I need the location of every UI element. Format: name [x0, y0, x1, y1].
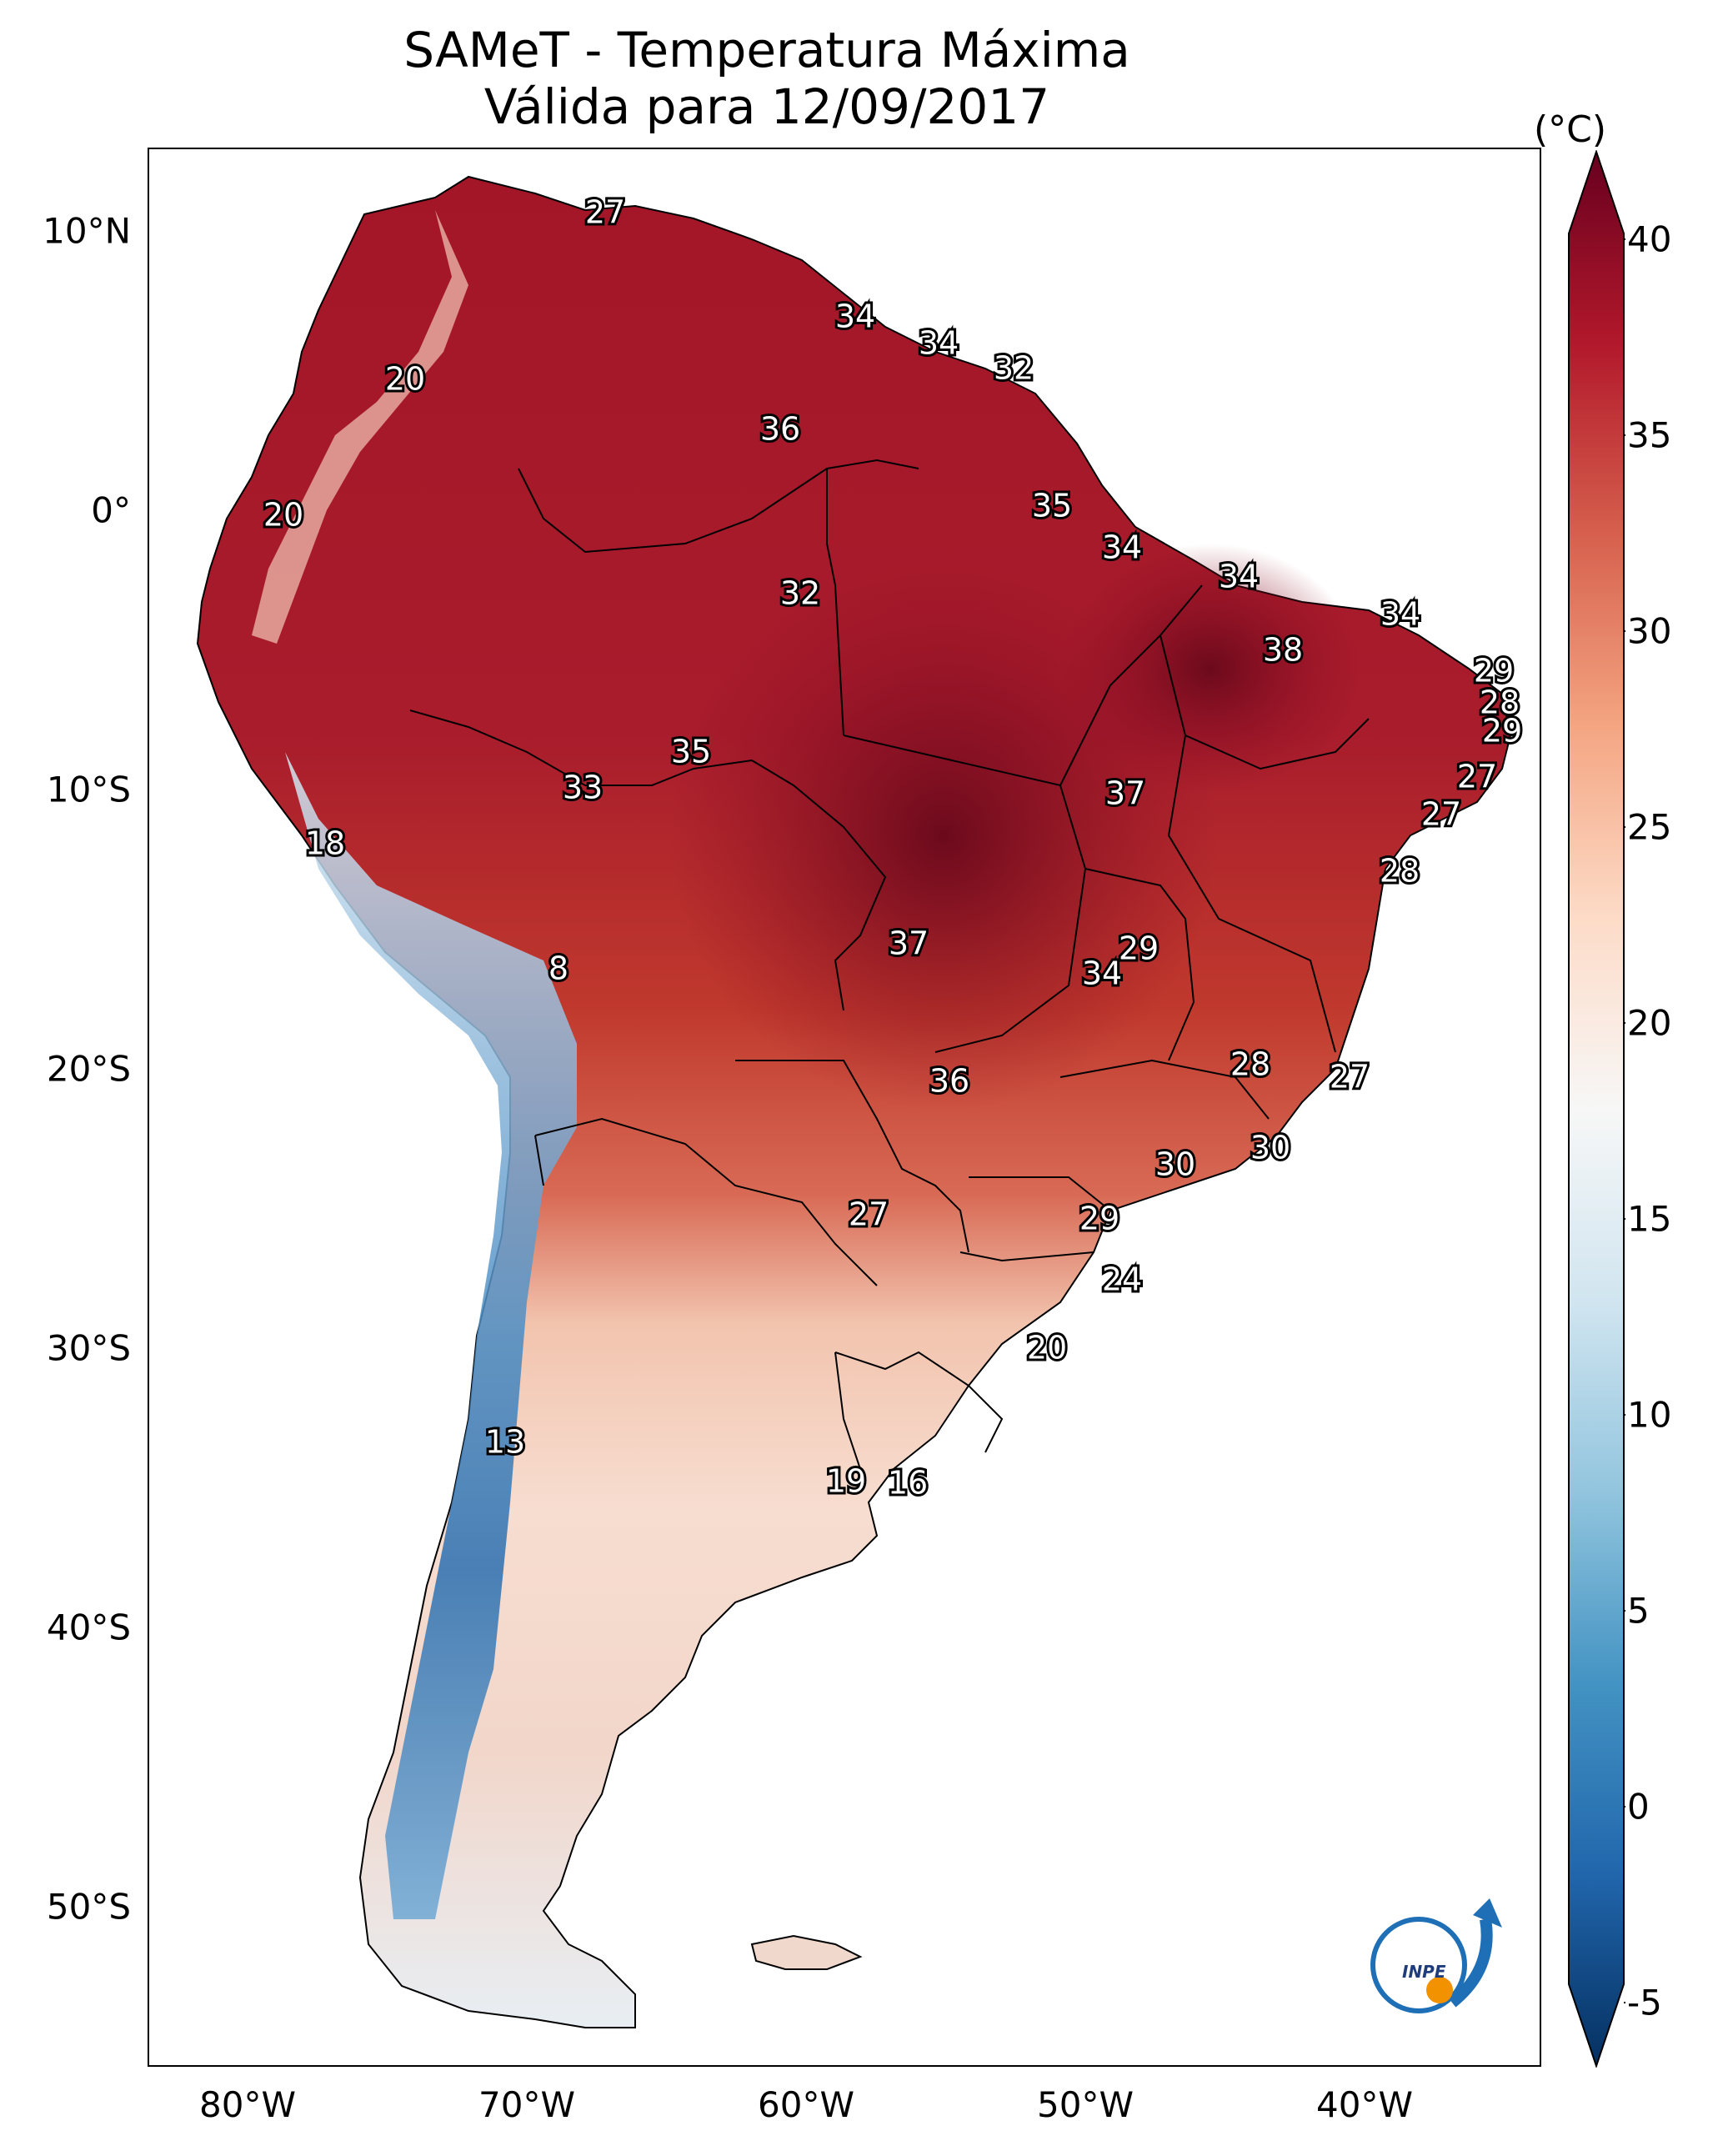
country-borders	[409, 459, 1370, 1470]
temp-label: 34	[835, 298, 875, 335]
temp-label: 35	[671, 734, 711, 770]
temp-label: 35	[1032, 488, 1072, 524]
temp-label: 34	[1082, 955, 1122, 992]
colorbar-tick-20: 20	[1627, 1002, 1672, 1044]
temp-label: 28	[1230, 1046, 1270, 1083]
temp-label: 34	[1380, 596, 1420, 633]
colorbar-tick-0: 0	[1627, 1786, 1650, 1828]
northeast-hot-region	[1060, 544, 1360, 794]
map-area: 27 20 34 34 32 36 20 35 34 32 34 34 38 2…	[148, 148, 1541, 2067]
temp-label: 20	[385, 361, 425, 398]
south-america-landmass	[196, 175, 1512, 2028]
falkland-islands	[750, 1934, 863, 1970]
temp-label: 34	[1102, 529, 1142, 566]
lon-label-70w: 70°W	[478, 2084, 575, 2125]
temp-label: 30	[1155, 1146, 1195, 1183]
colorbar-tick-minus5: -5	[1627, 1982, 1662, 2023]
temp-label: 36	[760, 411, 800, 448]
temp-label: 36	[929, 1063, 969, 1100]
colorbar-tick-5: 5	[1627, 1590, 1650, 1632]
lon-label-40w: 40°W	[1316, 2084, 1413, 2125]
colorbar	[1568, 150, 1625, 2068]
temp-label: 29	[1119, 930, 1159, 967]
temp-label: 20	[263, 497, 303, 534]
map-title: SAMeT - Temperatura Máxima	[403, 22, 1130, 78]
temp-label: 29	[1482, 713, 1522, 750]
lat-label-30s: 30°S	[46, 1327, 131, 1369]
map-subtitle: Válida para 12/09/2017	[483, 78, 1050, 135]
lat-label-0: 0°	[91, 489, 131, 531]
colorbar-tick-25: 25	[1627, 806, 1672, 848]
temp-label: 32	[780, 575, 820, 612]
lat-label-20s: 20°S	[46, 1048, 131, 1090]
temp-label: 29	[1474, 653, 1514, 689]
temp-label: 27	[1421, 796, 1461, 833]
temp-label: 28	[1480, 684, 1520, 721]
lon-label-80w: 80°W	[199, 2084, 296, 2125]
temp-label: 13	[485, 1424, 525, 1461]
colorbar-tick-30: 30	[1627, 610, 1672, 652]
inpe-logo: INPE	[1370, 1898, 1502, 2013]
colorbar-tick-40: 40	[1627, 218, 1672, 260]
temp-label: 18	[305, 825, 345, 862]
temp-label: 24	[1102, 1261, 1142, 1298]
lat-label-10n: 10°N	[43, 210, 131, 252]
temp-label: 37	[889, 925, 929, 962]
temp-label: 33	[563, 770, 603, 806]
lat-label-50s: 50°S	[46, 1886, 131, 1928]
temp-label: 8	[548, 950, 568, 987]
temp-label: 27	[585, 194, 625, 231]
temp-label: 19	[826, 1463, 866, 1500]
temp-label: 16	[888, 1465, 928, 1502]
map-svg: 27 20 34 34 32 36 20 35 34 32 34 34 38 2…	[196, 175, 1525, 2028]
temp-label: 34	[919, 325, 959, 362]
colombia-andes-region	[252, 210, 468, 644]
temp-label: 38	[1263, 632, 1303, 669]
colorbar-unit: (°C)	[1534, 108, 1607, 151]
temperature-labels: 27 20 34 34 32 36 20 35 34 32 34 34 38 2…	[261, 192, 1525, 1504]
temp-label: 27	[849, 1196, 889, 1233]
temp-label: 29	[1079, 1201, 1119, 1237]
temp-label: 37	[1105, 775, 1145, 812]
colorbar-fill	[1568, 150, 1625, 2068]
temp-label: 27	[1330, 1059, 1370, 1096]
temp-label: 32	[994, 350, 1034, 387]
colorbar-tick-15: 15	[1627, 1198, 1672, 1240]
temp-label: 20	[1027, 1330, 1067, 1366]
temp-label: 30	[1250, 1130, 1290, 1166]
lon-label-60w: 60°W	[758, 2084, 854, 2125]
colorbar-tick-35: 35	[1627, 414, 1672, 456]
lat-label-10s: 10°S	[46, 769, 131, 810]
temp-label: 27	[1457, 759, 1497, 795]
lon-label-50w: 50°W	[1037, 2084, 1134, 2125]
colorbar-tick-10: 10	[1627, 1394, 1672, 1436]
andes-cold-region	[285, 752, 577, 1919]
temp-label: 34	[1219, 559, 1259, 595]
lat-label-40s: 40°S	[46, 1607, 131, 1648]
temp-label: 28	[1380, 853, 1420, 890]
inpe-logo-text: INPE	[1402, 1962, 1446, 1982]
